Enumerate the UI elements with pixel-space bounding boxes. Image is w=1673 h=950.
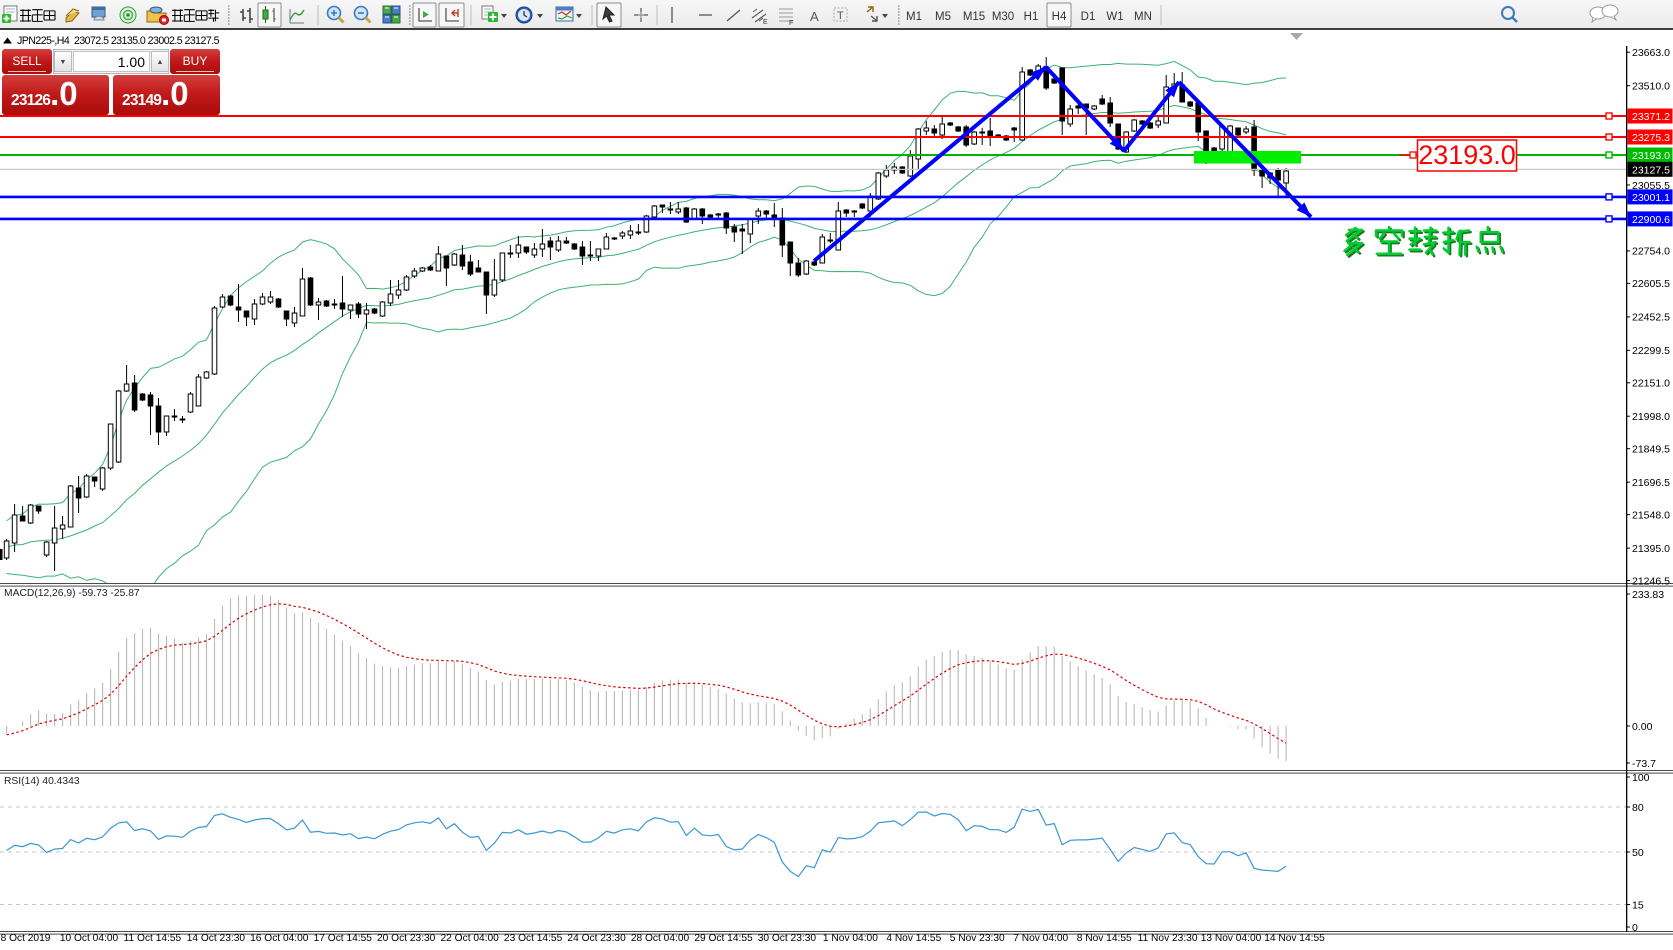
svg-text:23193.0: 23193.0	[1632, 150, 1670, 162]
svg-text:M30: M30	[992, 11, 1014, 23]
svg-text:30 Oct 23:30: 30 Oct 23:30	[758, 933, 817, 944]
svg-text:23663.0: 23663.0	[1632, 47, 1670, 59]
svg-text:15: 15	[1632, 899, 1644, 911]
svg-text:22151.0: 22151.0	[1632, 378, 1670, 390]
svg-text:MACD(12,26,9) -59.73 -25.87: MACD(12,26,9) -59.73 -25.87	[4, 588, 140, 599]
svg-text:23001.1: 23001.1	[1632, 192, 1670, 204]
svg-text:23 Oct 14:55: 23 Oct 14:55	[504, 933, 563, 944]
svg-text:50: 50	[1632, 847, 1644, 859]
svg-text:13 Nov 04:00: 13 Nov 04:00	[1201, 933, 1262, 944]
svg-text:233.83: 233.83	[1632, 589, 1664, 601]
svg-text:14 Oct 23:30: 14 Oct 23:30	[187, 933, 246, 944]
svg-text:T: T	[837, 10, 844, 22]
svg-text:21395.0: 21395.0	[1632, 543, 1670, 555]
svg-text:M5: M5	[935, 11, 951, 23]
svg-text:24 Oct 23:30: 24 Oct 23:30	[567, 933, 626, 944]
svg-text:17 Oct 14:55: 17 Oct 14:55	[314, 933, 373, 944]
svg-text:M1: M1	[906, 11, 922, 23]
svg-text:22 Oct 04:00: 22 Oct 04:00	[441, 933, 500, 944]
svg-text:E: E	[763, 19, 768, 26]
svg-text:100: 100	[1632, 772, 1650, 784]
svg-text:14 Nov 14:55: 14 Nov 14:55	[1264, 933, 1325, 944]
svg-text:22452.5: 22452.5	[1632, 312, 1670, 324]
svg-text:22900.6: 22900.6	[1632, 214, 1670, 226]
svg-text:11 Nov 23:30: 11 Nov 23:30	[1138, 933, 1198, 944]
svg-text:23371.2: 23371.2	[1632, 111, 1670, 123]
svg-text:20 Oct 23:30: 20 Oct 23:30	[377, 933, 436, 944]
svg-text:F: F	[789, 20, 793, 27]
svg-text:23055.5: 23055.5	[1632, 180, 1670, 192]
svg-text:22605.5: 22605.5	[1632, 278, 1670, 290]
svg-text:H4: H4	[1052, 11, 1067, 23]
svg-text:21849.5: 21849.5	[1632, 444, 1670, 456]
svg-text:1 Nov 04:00: 1 Nov 04:00	[823, 933, 878, 944]
svg-text:7 Nov 04:00: 7 Nov 04:00	[1013, 933, 1068, 944]
svg-text:28 Oct 04:00: 28 Oct 04:00	[631, 933, 690, 944]
svg-text:W1: W1	[1106, 11, 1123, 23]
svg-text:D1: D1	[1081, 11, 1096, 23]
svg-text:21548.0: 21548.0	[1632, 509, 1670, 521]
svg-text:21696.5: 21696.5	[1632, 477, 1670, 489]
svg-text:21246.5: 21246.5	[1632, 575, 1670, 587]
svg-text:JPN225-,H4 23072.5 23135.0 23: JPN225-,H4 23072.5 23135.0 23002.5 23127…	[17, 35, 220, 47]
svg-text:29 Oct 14:55: 29 Oct 14:55	[694, 933, 753, 944]
svg-text:16 Oct 04:00: 16 Oct 04:00	[250, 933, 309, 944]
svg-text:23510.0: 23510.0	[1632, 81, 1670, 93]
svg-text:23127.5: 23127.5	[1632, 164, 1670, 176]
svg-text:-73.7: -73.7	[1632, 758, 1656, 770]
svg-text:RSI(14) 40.4343: RSI(14) 40.4343	[4, 776, 80, 787]
svg-text:8 Oct 2019: 8 Oct 2019	[1, 933, 51, 944]
svg-text:A: A	[810, 9, 819, 24]
svg-text:0: 0	[1632, 922, 1638, 934]
svg-text:5 Nov 23:30: 5 Nov 23:30	[950, 933, 1005, 944]
svg-text:80: 80	[1632, 802, 1644, 814]
svg-text:MN: MN	[1134, 11, 1152, 23]
svg-text:10 Oct 04:00: 10 Oct 04:00	[60, 933, 119, 944]
svg-text:M15: M15	[963, 11, 985, 23]
svg-text:4 Nov 14:55: 4 Nov 14:55	[886, 933, 941, 944]
svg-text:21998.0: 21998.0	[1632, 411, 1670, 423]
svg-text:22299.5: 22299.5	[1632, 345, 1670, 357]
svg-text:22754.0: 22754.0	[1632, 246, 1670, 258]
svg-text:23275.3: 23275.3	[1632, 132, 1670, 144]
svg-text:0.00: 0.00	[1632, 721, 1653, 733]
svg-text:23193.0: 23193.0	[1418, 140, 1516, 170]
svg-text:H1: H1	[1024, 11, 1039, 23]
svg-text:8 Nov 14:55: 8 Nov 14:55	[1077, 933, 1132, 944]
svg-text:11 Oct 14:55: 11 Oct 14:55	[124, 933, 182, 944]
